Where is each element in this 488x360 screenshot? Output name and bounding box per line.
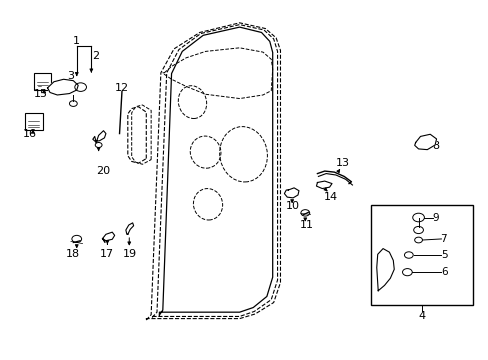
Polygon shape (47, 79, 78, 95)
Text: 12: 12 (114, 83, 128, 93)
Bar (34, 73, 51, 90)
Polygon shape (414, 134, 436, 150)
Text: 7: 7 (440, 234, 446, 244)
Text: 18: 18 (66, 249, 80, 259)
Polygon shape (376, 249, 393, 291)
Text: 2: 2 (91, 51, 99, 61)
Text: 9: 9 (431, 212, 438, 222)
Text: 3: 3 (67, 71, 74, 81)
Text: 8: 8 (431, 141, 438, 151)
Text: 17: 17 (100, 249, 114, 259)
Text: 1: 1 (73, 36, 80, 46)
Text: 14: 14 (324, 192, 337, 202)
Text: 20: 20 (96, 166, 110, 176)
Bar (370, 205, 472, 305)
Text: 6: 6 (441, 267, 447, 277)
Text: 11: 11 (299, 220, 313, 230)
Text: 19: 19 (123, 249, 137, 259)
Text: 10: 10 (285, 201, 300, 211)
Text: 13: 13 (335, 158, 349, 168)
Text: 5: 5 (441, 250, 447, 260)
Text: 15: 15 (34, 89, 48, 99)
Polygon shape (284, 188, 298, 198)
Text: 4: 4 (418, 311, 425, 321)
Bar (25, 113, 43, 130)
Text: 16: 16 (22, 129, 37, 139)
